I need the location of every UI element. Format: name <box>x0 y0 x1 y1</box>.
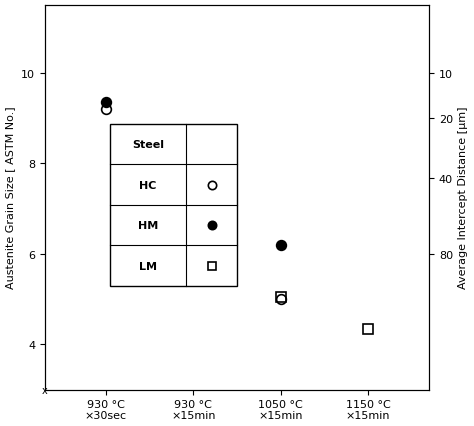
Text: Steel: Steel <box>132 140 164 150</box>
Y-axis label: Average Intercept Distance [μm]: Average Intercept Distance [μm] <box>458 106 468 289</box>
Text: x: x <box>42 385 48 395</box>
Bar <box>110 125 237 286</box>
Y-axis label: Austenite Grain Size [ ASTM No.]: Austenite Grain Size [ ASTM No.] <box>6 106 16 289</box>
Text: LM: LM <box>139 261 157 271</box>
Text: HM: HM <box>138 221 158 230</box>
Text: HC: HC <box>139 180 157 190</box>
